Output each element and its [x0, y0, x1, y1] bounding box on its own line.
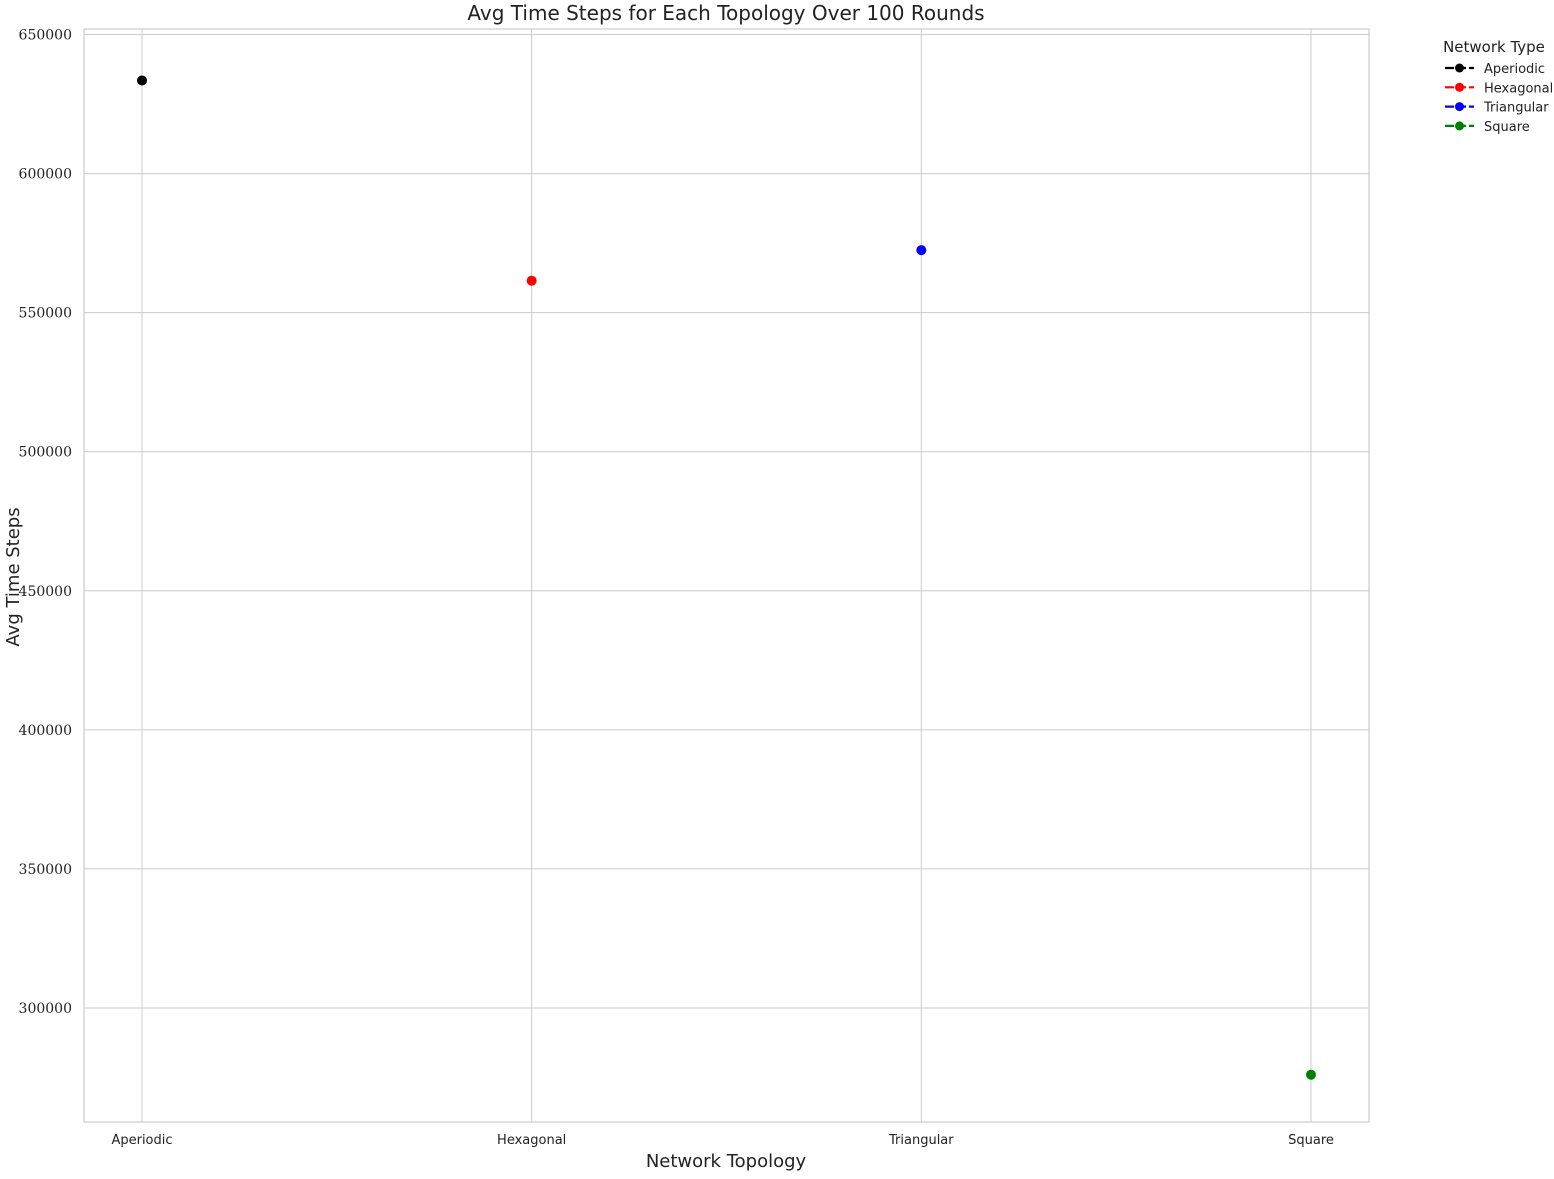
legend: Network Type Aperiodic Hexagonal Triangula… — [1443, 38, 1553, 135]
legend-item-square: Square — [1445, 120, 1530, 135]
y-tick-label: 550000 — [19, 306, 72, 322]
tick-labels: 300000 350000 400000 450000 500000 550000 6000… — [19, 28, 1334, 1148]
data-point-triangular — [916, 245, 927, 256]
y-tick-label: 650000 — [19, 28, 72, 44]
data-point-hexagonal — [526, 275, 537, 286]
legend-marker — [1455, 63, 1464, 73]
legend-marker — [1455, 102, 1464, 112]
legend-label: Aperiodic — [1484, 62, 1545, 77]
legend-title: Network Type — [1443, 38, 1545, 56]
legend-marker — [1455, 121, 1464, 131]
legend-marker — [1455, 82, 1464, 92]
y-tick-label: 500000 — [19, 445, 72, 461]
data-point-square — [1306, 1069, 1316, 1080]
chart-title: Avg Time Steps for Each Topology Over 10… — [467, 1, 984, 25]
y-tick-label: 450000 — [19, 584, 72, 600]
y-tick-label: 400000 — [19, 723, 72, 739]
y-tick-label: 350000 — [19, 862, 72, 878]
legend-label: Hexagonal — [1484, 81, 1553, 96]
x-tick-label: Square — [1288, 1133, 1334, 1148]
legend-item-aperiodic: Aperiodic — [1445, 62, 1545, 77]
x-tick-label: Hexagonal — [497, 1133, 566, 1148]
legend-item-triangular: Triangular — [1445, 101, 1549, 116]
y-tick-label: 300000 — [19, 1001, 72, 1017]
y-axis-title: Avg Time Steps — [3, 507, 24, 646]
y-tick-label: 600000 — [19, 167, 72, 183]
x-tick-label: Aperiodic — [111, 1133, 172, 1148]
legend-label: Triangular — [1483, 101, 1549, 116]
legend-label: Square — [1484, 120, 1530, 135]
plot-frame — [83, 28, 1370, 1123]
x-tick-label: Triangular — [888, 1133, 954, 1148]
data-point-aperiodic — [137, 75, 147, 86]
legend-item-hexagonal: Hexagonal — [1445, 81, 1553, 96]
x-axis-title: Network Topology — [646, 1151, 807, 1172]
grid-lines — [83, 28, 1370, 1123]
data-points — [137, 75, 1316, 1080]
